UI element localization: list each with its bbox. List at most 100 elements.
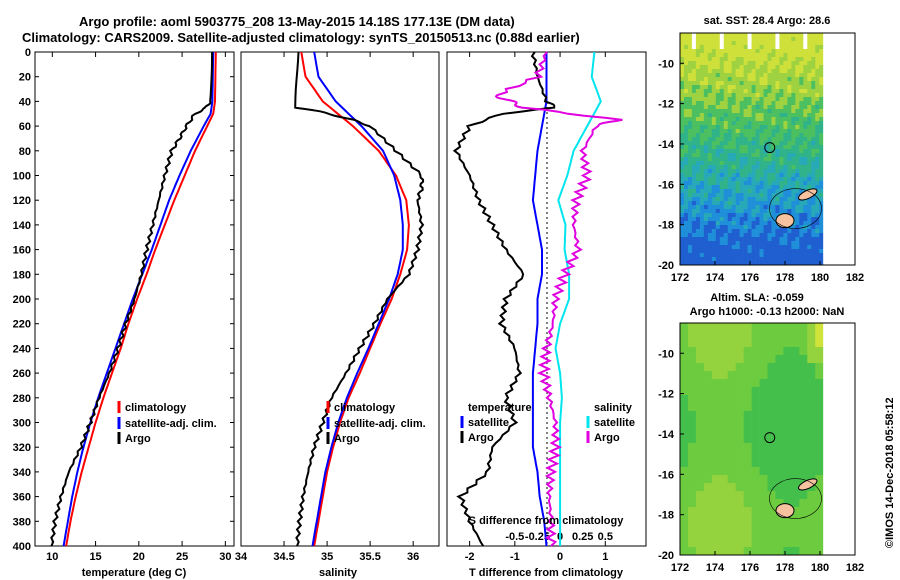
map-cell: [687, 97, 693, 102]
map-cell: [791, 125, 796, 130]
map-cell: [731, 157, 736, 162]
map-cell: [783, 65, 788, 70]
map-cell: [735, 221, 740, 226]
map-cell: [819, 81, 824, 86]
map-cell: [763, 61, 768, 66]
map-cell: [703, 331, 713, 340]
map-cell: [691, 241, 697, 246]
map-cell: [727, 97, 733, 102]
map-cell: [747, 221, 752, 226]
map-cell: [783, 77, 788, 82]
map-cell: [759, 475, 768, 484]
map-cell: [775, 403, 784, 412]
map-cell: [719, 483, 729, 492]
map-cell: [835, 105, 840, 110]
map-cell: [851, 61, 856, 66]
map-cell: [735, 101, 740, 106]
map-cell: [835, 237, 840, 242]
x-tick-label: 1: [602, 551, 608, 563]
x-tick-label: 34.5: [273, 551, 294, 563]
map-cell: [823, 157, 828, 162]
map-cell: [715, 213, 721, 218]
map-cell: [815, 531, 824, 540]
map-cell: [723, 133, 729, 138]
map-cell: [807, 507, 816, 516]
map-cell: [775, 89, 780, 94]
map-cell: [707, 49, 713, 54]
map-cell: [847, 411, 856, 420]
map-cell: [723, 221, 729, 226]
map-cell: [847, 339, 856, 348]
map-cell: [695, 331, 705, 340]
map-cell: [731, 189, 736, 194]
fiji-islands: [769, 478, 822, 519]
map-cell: [715, 141, 721, 146]
map-cell: [815, 499, 824, 508]
map-cell: [799, 205, 804, 210]
map-cell: [851, 201, 856, 206]
map-cell: [731, 129, 736, 134]
map-cell: [711, 41, 717, 46]
map-cell: [751, 475, 760, 484]
map-cell: [803, 141, 808, 146]
map-cell: [723, 153, 729, 158]
map-cell: [751, 125, 756, 130]
map-cell: [695, 261, 701, 266]
map-cell: [687, 347, 697, 356]
map-cell: [735, 499, 744, 508]
map-cell: [699, 177, 705, 182]
map-cell: [783, 547, 792, 556]
map-cell: [791, 209, 796, 214]
map-cell: [767, 443, 776, 452]
map-cell: [755, 193, 760, 198]
map-cell: [807, 145, 812, 150]
map-cell: [803, 201, 808, 206]
map-cell: [811, 149, 816, 154]
map-cell: [791, 213, 796, 218]
map-cell: [731, 221, 736, 226]
map-cell: [823, 169, 828, 174]
map-cell: [731, 141, 736, 146]
map-cell: [791, 149, 796, 154]
map-cell: [811, 217, 816, 222]
map-cell: [711, 45, 717, 50]
map-cell: [711, 491, 721, 500]
map-cell: [843, 257, 848, 262]
map-cell: [727, 467, 736, 476]
lat-tick-label: -10: [658, 58, 674, 70]
map-cell: [767, 89, 772, 94]
map-cell: [719, 141, 725, 146]
depth-tick-label: 100: [13, 171, 31, 183]
map-cell: [775, 197, 780, 202]
map-cell: [739, 77, 744, 82]
map-cell: [843, 93, 848, 98]
map-cell: [771, 241, 776, 246]
map-cell: [795, 213, 800, 218]
map-cell: [787, 233, 792, 238]
map-cell: [775, 371, 784, 380]
map-cell: [743, 213, 748, 218]
map-cell: [823, 395, 832, 404]
map-cell: [751, 137, 756, 142]
map-cell: [695, 411, 705, 420]
map-cell: [819, 201, 824, 206]
map-cell: [799, 169, 804, 174]
map-cell: [695, 363, 705, 372]
map-cell: [791, 137, 796, 142]
map-cell: [847, 229, 852, 234]
map-cell: [819, 261, 824, 266]
map-cell: [739, 33, 744, 38]
map-cell: [835, 37, 840, 42]
map-cell: [723, 237, 729, 242]
map-cell: [680, 125, 685, 130]
map-cell: [743, 499, 752, 508]
map-cell: [731, 65, 736, 70]
map-cell: [819, 121, 824, 126]
map-cell: [695, 153, 701, 158]
map-cell: [843, 53, 848, 58]
map-cell: [811, 137, 816, 142]
map-cell: [703, 77, 709, 82]
map-cell: [775, 427, 784, 436]
map-cell: [819, 177, 824, 182]
map-cell: [687, 229, 693, 234]
